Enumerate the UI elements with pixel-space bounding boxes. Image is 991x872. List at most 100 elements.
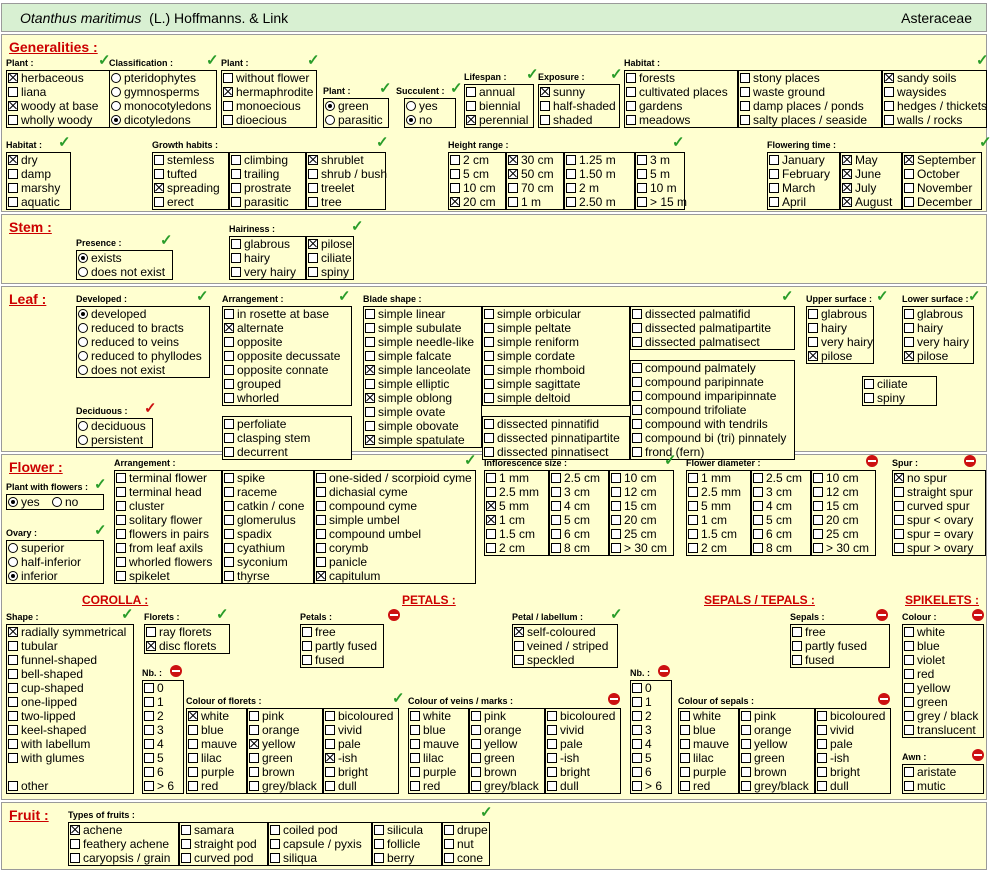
radio-button[interactable] [111,115,121,125]
checkbox[interactable] [316,571,326,581]
checkbox[interactable] [410,725,420,735]
checkbox[interactable] [188,767,198,777]
checkbox[interactable] [365,407,375,417]
checkbox[interactable] [471,781,481,791]
checkbox[interactable] [547,753,557,763]
checkbox[interactable] [410,739,420,749]
radio-button[interactable] [78,337,88,347]
radio-button[interactable] [78,421,88,431]
radio-button[interactable] [8,571,18,581]
checkbox[interactable] [450,183,460,193]
checkbox[interactable] [484,379,494,389]
checkbox[interactable] [181,825,191,835]
checkbox[interactable] [116,487,126,497]
checkbox[interactable] [632,753,642,763]
checkbox[interactable] [904,711,914,721]
checkbox[interactable] [551,515,561,525]
checkbox[interactable] [741,781,751,791]
checkbox[interactable] [540,101,550,111]
checkbox[interactable] [769,183,779,193]
radio-button[interactable] [78,309,88,319]
checkbox[interactable] [817,781,827,791]
checkbox[interactable] [551,501,561,511]
checkbox[interactable] [842,197,852,207]
checkbox[interactable] [508,197,518,207]
checkbox[interactable] [8,725,18,735]
checkbox[interactable] [8,101,18,111]
checkbox[interactable] [8,115,18,125]
checkbox[interactable] [410,767,420,777]
checkbox[interactable] [484,337,494,347]
checkbox[interactable] [566,183,576,193]
checkbox[interactable] [116,515,126,525]
checkbox[interactable] [231,267,241,277]
checkbox[interactable] [484,433,494,443]
checkbox[interactable] [688,515,698,525]
checkbox[interactable] [8,753,18,763]
checkbox[interactable] [144,781,154,791]
checkbox[interactable] [904,351,914,361]
checkbox[interactable] [8,711,18,721]
checkbox[interactable] [365,435,375,445]
checkbox[interactable] [374,853,384,863]
checkbox[interactable] [547,711,557,721]
checkbox[interactable] [466,101,476,111]
checkbox[interactable] [8,87,18,97]
checkbox[interactable] [231,155,241,165]
checkbox[interactable] [188,711,198,721]
checkbox[interactable] [486,501,496,511]
radio-button[interactable] [111,87,121,97]
checkbox[interactable] [688,501,698,511]
checkbox[interactable] [740,73,750,83]
checkbox[interactable] [308,253,318,263]
radio-button[interactable] [78,267,88,277]
radio-button[interactable] [406,101,416,111]
checkbox[interactable] [817,739,827,749]
checkbox[interactable] [817,767,827,777]
checkbox[interactable] [249,739,259,749]
checkbox[interactable] [365,309,375,319]
checkbox[interactable] [884,101,894,111]
checkbox[interactable] [365,351,375,361]
checkbox[interactable] [325,781,335,791]
checkbox[interactable] [904,725,914,735]
checkbox[interactable] [741,767,751,777]
checkbox[interactable] [637,183,647,193]
checkbox[interactable] [308,155,318,165]
checkbox[interactable] [8,73,18,83]
checkbox[interactable] [365,337,375,347]
checkbox[interactable] [884,115,894,125]
checkbox[interactable] [894,501,904,511]
checkbox[interactable] [484,393,494,403]
checkbox[interactable] [632,697,642,707]
checkbox[interactable] [181,839,191,849]
checkbox[interactable] [551,473,561,483]
checkbox[interactable] [688,487,698,497]
checkbox[interactable] [904,669,914,679]
checkbox[interactable] [365,421,375,431]
checkbox[interactable] [864,393,874,403]
checkbox[interactable] [753,473,763,483]
checkbox[interactable] [566,155,576,165]
checkbox[interactable] [566,197,576,207]
checkbox[interactable] [224,419,234,429]
checkbox[interactable] [231,183,241,193]
checkbox[interactable] [270,853,280,863]
checkbox[interactable] [249,753,259,763]
checkbox[interactable] [813,487,823,497]
checkbox[interactable] [224,557,234,567]
checkbox[interactable] [146,627,156,637]
checkbox[interactable] [116,557,126,567]
checkbox[interactable] [270,825,280,835]
checkbox[interactable] [410,711,420,721]
checkbox[interactable] [325,767,335,777]
checkbox[interactable] [688,473,698,483]
checkbox[interactable] [904,697,914,707]
checkbox[interactable] [894,515,904,525]
checkbox[interactable] [249,781,259,791]
checkbox[interactable] [231,197,241,207]
checkbox[interactable] [904,323,914,333]
checkbox[interactable] [626,101,636,111]
checkbox[interactable] [223,87,233,97]
checkbox[interactable] [144,711,154,721]
